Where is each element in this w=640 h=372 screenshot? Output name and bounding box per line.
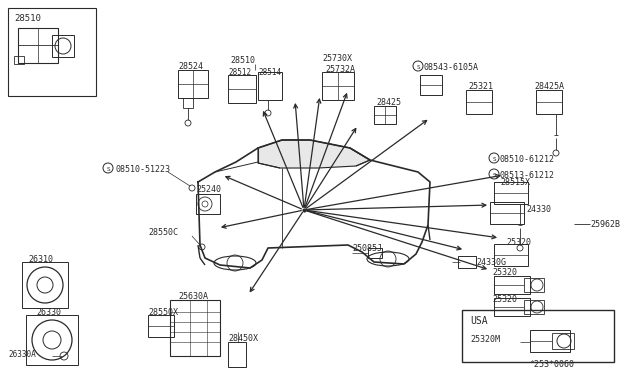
Bar xyxy=(170,300,220,356)
Polygon shape xyxy=(258,140,370,168)
Bar xyxy=(530,330,570,352)
Bar xyxy=(374,106,396,124)
Bar xyxy=(228,75,256,103)
Text: 08510-61212: 08510-61212 xyxy=(500,155,555,164)
Text: 25085J: 25085J xyxy=(352,244,382,253)
Text: 28515X: 28515X xyxy=(500,178,530,187)
Bar xyxy=(552,333,574,349)
Text: S: S xyxy=(106,167,109,172)
Bar xyxy=(466,90,492,114)
Bar xyxy=(178,70,208,98)
Text: USA: USA xyxy=(470,316,488,326)
Text: 24330: 24330 xyxy=(526,205,551,214)
Text: 25732A: 25732A xyxy=(325,65,355,74)
Bar xyxy=(462,310,614,362)
Text: 24330G: 24330G xyxy=(476,258,506,267)
Text: 25630A: 25630A xyxy=(178,292,208,301)
Text: 25962B: 25962B xyxy=(590,220,620,229)
Bar xyxy=(52,35,74,57)
Text: 25320: 25320 xyxy=(492,295,517,304)
Text: 25320: 25320 xyxy=(506,238,531,247)
Text: 25320: 25320 xyxy=(492,268,517,277)
Bar xyxy=(458,256,476,268)
Text: 28425: 28425 xyxy=(376,98,401,107)
Text: 28510: 28510 xyxy=(230,56,255,65)
Text: 28524: 28524 xyxy=(178,62,203,71)
Bar xyxy=(494,276,530,294)
Bar xyxy=(196,194,220,214)
Text: 28510: 28510 xyxy=(14,14,41,23)
Text: 28425A: 28425A xyxy=(534,82,564,91)
Text: 28550C: 28550C xyxy=(148,228,178,237)
Text: S: S xyxy=(492,157,496,162)
Text: 28512: 28512 xyxy=(228,68,251,77)
Bar xyxy=(148,315,174,337)
Polygon shape xyxy=(198,140,430,268)
Bar xyxy=(524,300,544,314)
Text: S: S xyxy=(492,173,496,178)
Bar xyxy=(420,75,442,95)
Text: 28550X: 28550X xyxy=(148,308,178,317)
Bar xyxy=(14,56,24,64)
Bar xyxy=(26,315,78,365)
Text: S: S xyxy=(416,65,420,70)
Bar xyxy=(494,182,528,204)
Text: 25320M: 25320M xyxy=(470,335,500,344)
Bar xyxy=(322,72,354,100)
Bar xyxy=(494,244,528,266)
Text: 08510-51223: 08510-51223 xyxy=(115,165,170,174)
Bar xyxy=(368,248,382,258)
Bar xyxy=(536,90,562,114)
Bar xyxy=(183,98,193,108)
Text: 26330A: 26330A xyxy=(8,350,36,359)
Text: 25240: 25240 xyxy=(196,185,221,194)
Text: 28450X: 28450X xyxy=(228,334,258,343)
Text: 08543-6105A: 08543-6105A xyxy=(424,63,479,72)
Bar xyxy=(22,262,68,308)
Bar xyxy=(228,342,246,367)
Text: 28514: 28514 xyxy=(258,68,281,77)
Text: 25730X: 25730X xyxy=(322,54,352,63)
Bar xyxy=(8,8,96,96)
Text: 26310: 26310 xyxy=(28,255,53,264)
Text: 26330: 26330 xyxy=(36,308,61,317)
Text: ^253*0060: ^253*0060 xyxy=(530,360,575,369)
Text: 25321: 25321 xyxy=(468,82,493,91)
Bar xyxy=(258,72,282,100)
Bar xyxy=(490,202,524,224)
Text: 08513-61212: 08513-61212 xyxy=(500,171,555,180)
Bar xyxy=(524,278,544,292)
Bar xyxy=(494,298,530,316)
Bar xyxy=(18,28,58,63)
